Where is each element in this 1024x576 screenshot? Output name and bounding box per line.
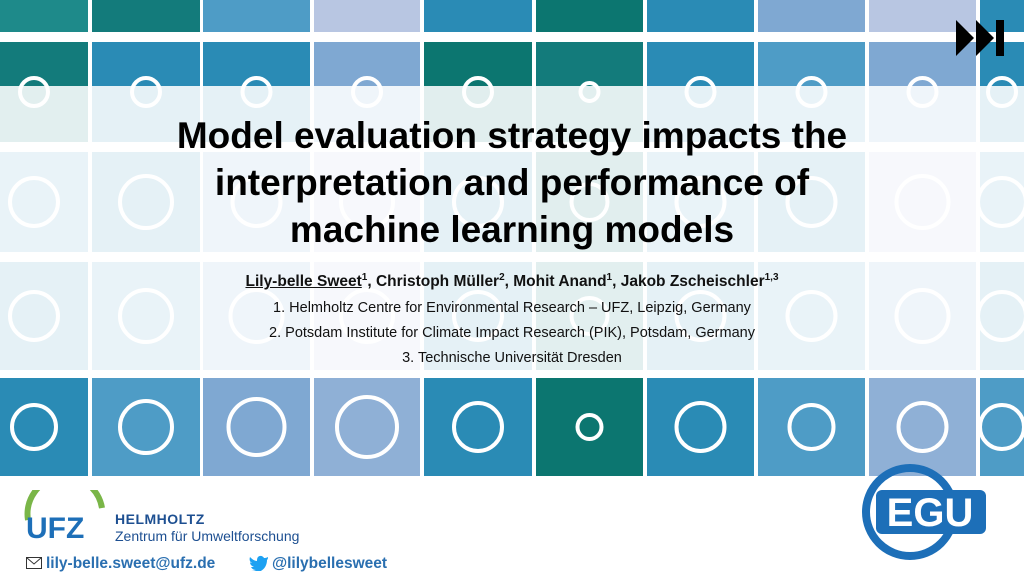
tile-circle <box>118 399 174 455</box>
twitter[interactable]: @lilybellesweet <box>272 555 388 572</box>
tile <box>424 0 532 32</box>
egu-text: EGU <box>887 491 974 535</box>
tile <box>314 378 420 476</box>
title-line: machine learning models <box>289 209 735 250</box>
author-sup: 1 <box>606 272 613 283</box>
author-sup: 1,3 <box>764 272 779 283</box>
title-overlay <box>0 86 1024 370</box>
affiliation: 3. Technische Universität Dresden <box>402 350 622 366</box>
tile <box>869 378 976 476</box>
tile-circle <box>452 401 504 453</box>
centre-name: Zentrum für Umweltforschung <box>115 528 300 544</box>
tile-circle <box>674 401 727 453</box>
ufz-text: UFZ <box>26 512 84 545</box>
tile <box>92 0 200 32</box>
tile <box>536 378 643 476</box>
tile-circle <box>226 397 287 457</box>
tile <box>980 378 1024 476</box>
tile <box>424 378 532 476</box>
tile <box>758 0 865 32</box>
title: Model evaluation strategy impacts the in… <box>60 112 964 253</box>
title-line: interpretation and performance of <box>214 162 810 203</box>
tile <box>647 378 754 476</box>
tile <box>0 378 88 476</box>
twitter-icon <box>249 555 268 571</box>
author-name: , Mohit Anand <box>504 273 607 291</box>
tile-circle <box>10 403 58 451</box>
author-name: , Christoph Müller <box>367 273 500 291</box>
tile <box>536 0 643 32</box>
tile-circle <box>575 413 604 441</box>
next-button[interactable] <box>952 16 1012 60</box>
tile <box>203 378 310 476</box>
tile-circle <box>896 401 949 453</box>
author-name: Lily-belle Sweet <box>245 273 362 291</box>
tile <box>203 0 310 32</box>
affiliation: 1. Helmholtz Centre for Environmental Re… <box>273 300 751 316</box>
tile <box>647 0 754 32</box>
title-line: Model evaluation strategy impacts the <box>176 115 848 156</box>
ufz-logo: UFZ <box>24 490 105 545</box>
tile <box>92 378 200 476</box>
tile-circle <box>978 403 1024 451</box>
egu-logo: EGU <box>862 464 986 560</box>
email[interactable]: lily-belle.sweet@ufz.de <box>46 555 216 572</box>
author-sup: 2 <box>499 272 505 283</box>
author-name: , Jakob Zscheischler <box>612 273 765 291</box>
tile <box>758 378 865 476</box>
tile <box>314 0 420 32</box>
tile-background <box>0 0 1024 476</box>
helmholtz: HELMHOLTZ <box>115 511 205 527</box>
affiliation: 2. Potsdam Institute for Climate Impact … <box>269 325 755 341</box>
author-sup: 1 <box>361 272 368 283</box>
authors: Lily-belle Sweet1, Christoph Müller2, Mo… <box>0 272 1024 291</box>
email-icon <box>26 557 42 569</box>
tile <box>0 0 88 32</box>
tile-circle <box>335 395 399 459</box>
tile-circle <box>787 403 836 451</box>
